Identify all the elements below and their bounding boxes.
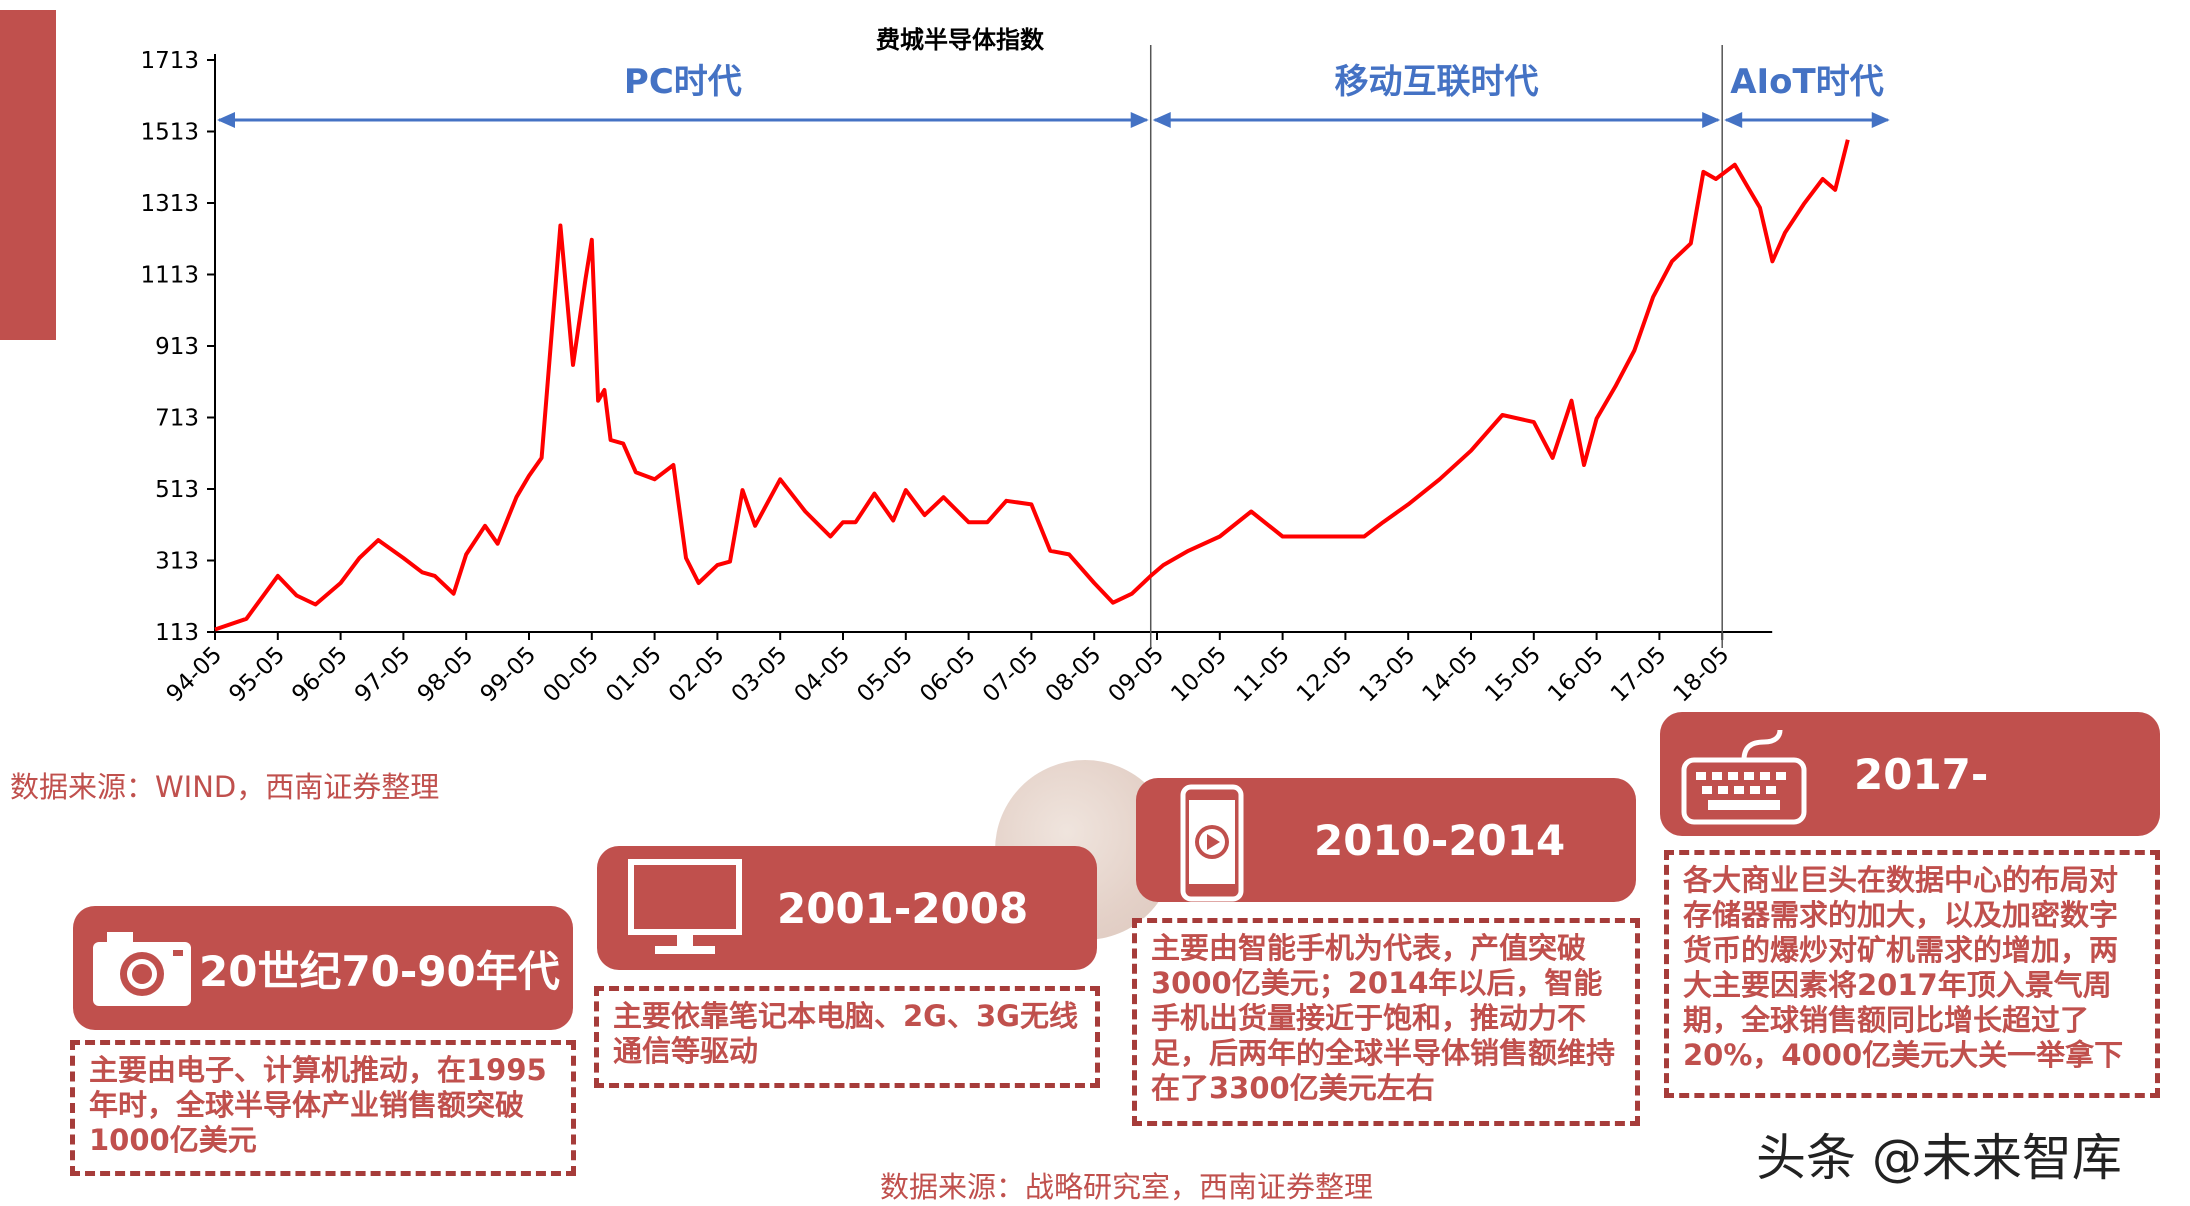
panel-title-2017: 2017- [1854,749,1989,799]
plot-area [214,139,1850,632]
x-tick-label: 99-05 [476,642,542,708]
x-tick-label: 18-05 [1669,642,1735,708]
x-tick-label: 14-05 [1418,642,1484,708]
era-label: PC时代 [624,62,742,102]
x-tick-label: 98-05 [413,642,479,708]
x-tick-label: 15-05 [1480,642,1546,708]
x-tick-label: 94-05 [162,642,228,708]
era-label: 移动互联时代 [1334,62,1538,102]
x-tick-label: 01-05 [601,642,667,708]
x-tick-label: 03-05 [727,642,793,708]
panel-title-2010-2014: 2010-2014 [1314,815,1566,865]
y-tick-label: 913 [155,334,199,360]
semiconductor-index-chart: 费城半导体指数 113 313 513 713 913 1113 1313 1513 1713 9… [140,26,1890,708]
y-tick-label: 1513 [140,120,199,146]
x-tick-label: 11-05 [1229,642,1295,708]
x-tick-label: 06-05 [915,642,981,708]
era-arrow-head-right [1871,112,1890,128]
smartphone-icon [1180,784,1244,902]
y-tick-label: 713 [155,406,199,432]
panel-header-2010-2014: 2010-2014 [1136,778,1636,902]
era-arrow-head-right [1130,112,1149,128]
panel-text-2001-2008: 主要依靠笔记本电脑、2G、3G无线通信等驱动 [594,986,1100,1088]
x-tick-label: 97-05 [350,642,416,708]
chart-axes: 113 313 513 713 913 1113 1313 1513 1713 94-0595-0… [140,48,1773,708]
x-tick-label: 13-05 [1355,642,1421,708]
panel-header-1970s: 20世纪70-90年代 [73,906,573,1030]
era-arrow-head-left [1724,112,1743,128]
x-tick-label: 12-05 [1292,642,1358,708]
index-line [214,139,1850,632]
x-tick-label: 08-05 [1041,642,1107,708]
era-arrow-head-right [1702,112,1721,128]
x-tick-label: 10-05 [1166,642,1232,708]
era-arrow-head-left [217,112,235,128]
panel-text-1970s: 主要由电子、计算机推动，在1995年时，全球半导体产业销售额突破1000亿美元 [70,1040,576,1176]
chart-title: 费城半导体指数 [876,26,1045,54]
panel-title-2001-2008: 2001-2008 [777,883,1029,933]
panel-text-2010-2014: 主要由智能手机为代表，产值突破3000亿美元；2014年以后，智能手机出货量接近… [1132,918,1640,1126]
monitor-icon [628,859,742,954]
x-tick-label: 95-05 [224,642,290,708]
panel-text-2017: 各大商业巨头在数据中心的布局对存储器需求的加大，以及加密数字货币的爆炒对矿机需求… [1664,850,2160,1098]
y-tick-label: 1113 [140,263,199,289]
keyboard-icon [1681,729,1807,825]
panel-title-1970s: 20世纪70-90年代 [199,946,560,996]
era-arrow-head-left [1152,112,1171,128]
x-tick-label: 17-05 [1606,642,1672,708]
y-tick-label: 1313 [140,191,199,217]
x-tick-label: 02-05 [664,642,730,708]
camera-icon [93,932,191,1006]
x-tick-label: 00-05 [538,642,604,708]
era-annotations: PC时代 移动互联时代 AIoT时代 [217,45,1890,648]
y-tick-label: 113 [155,620,199,646]
y-tick-label: 313 [155,549,199,575]
panel-header-2017: 2017- [1660,712,2160,836]
x-tick-label: 09-05 [1104,642,1170,708]
era-label: AIoT时代 [1730,62,1884,102]
x-tick-label: 07-05 [978,642,1044,708]
x-tick-label: 05-05 [852,642,918,708]
x-tick-label: 16-05 [1543,642,1609,708]
panel-header-2001-2008: 2001-2008 [597,846,1097,970]
credit-watermark: 头条 @未来智库 [1756,1129,2122,1187]
x-tick-label: 04-05 [790,642,856,708]
y-tick-label: 1713 [140,48,199,74]
chart-source: 数据来源：WIND，西南证券整理 [10,770,440,804]
decorative-side-bar [0,10,56,340]
x-tick-label: 96-05 [287,642,353,708]
bottom-source: 数据来源：战略研究室，西南证券整理 [880,1170,1374,1204]
y-tick-label: 513 [155,477,199,503]
